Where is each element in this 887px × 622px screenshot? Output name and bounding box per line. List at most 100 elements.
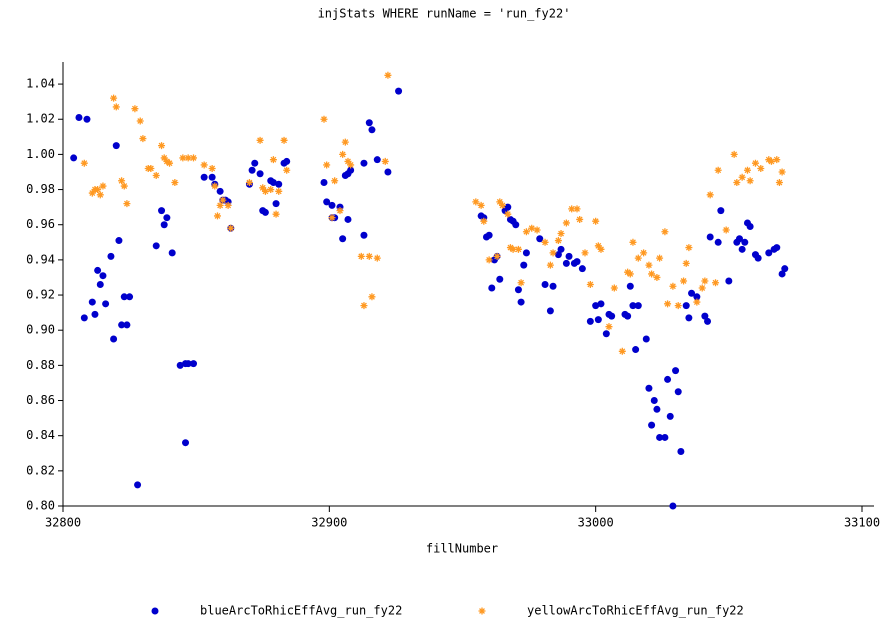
- point: [360, 302, 368, 310]
- point: [213, 212, 221, 220]
- point: [80, 314, 88, 322]
- point: [373, 254, 381, 262]
- point: [767, 157, 775, 165]
- point: [602, 330, 610, 338]
- point: [693, 298, 701, 306]
- point: [706, 191, 714, 199]
- point: [336, 207, 344, 215]
- point: [480, 217, 488, 225]
- point: [656, 433, 664, 441]
- point: [549, 282, 557, 290]
- point: [216, 187, 224, 195]
- point: [592, 302, 600, 310]
- point: [328, 201, 336, 209]
- point: [685, 244, 693, 252]
- point: [714, 166, 722, 174]
- y-tick-label: 0.82: [26, 463, 55, 477]
- point: [360, 159, 368, 167]
- point: [751, 159, 759, 167]
- point: [245, 179, 253, 187]
- point: [517, 298, 525, 306]
- point: [280, 136, 288, 144]
- point: [80, 159, 88, 167]
- point: [94, 186, 102, 194]
- point: [775, 179, 783, 187]
- point: [331, 177, 339, 185]
- point: [520, 261, 528, 269]
- point: [586, 317, 594, 325]
- point: [586, 280, 594, 288]
- point: [139, 135, 147, 143]
- point: [688, 289, 696, 297]
- point: [360, 231, 368, 239]
- point: [674, 302, 682, 310]
- point: [562, 219, 570, 227]
- point: [171, 179, 179, 187]
- point: [347, 166, 355, 174]
- point: [70, 154, 78, 162]
- point: [261, 208, 269, 216]
- y-tick-label: 0.84: [26, 428, 55, 442]
- x-axis-label: fillNumber: [426, 542, 498, 556]
- point: [158, 207, 166, 215]
- point: [323, 198, 331, 206]
- point: [741, 238, 749, 246]
- point: [163, 214, 171, 222]
- point: [661, 433, 669, 441]
- point: [656, 254, 664, 262]
- point: [730, 150, 738, 158]
- point: [722, 226, 730, 234]
- point: [224, 201, 232, 209]
- y-tick-label: 1.02: [26, 112, 55, 126]
- point: [549, 249, 557, 257]
- x-tick-label: 32800: [45, 516, 81, 530]
- legend-label: blueArcToRhicEffAvg_run_fy22: [200, 604, 402, 618]
- point: [341, 138, 349, 146]
- point: [746, 222, 754, 230]
- point: [99, 272, 107, 280]
- point: [733, 179, 741, 187]
- point: [685, 314, 693, 322]
- point: [712, 279, 720, 287]
- point: [126, 293, 134, 301]
- point: [632, 346, 640, 354]
- x-tick-label: 32900: [311, 516, 347, 530]
- point: [562, 259, 570, 267]
- point: [179, 154, 187, 162]
- point: [680, 277, 688, 285]
- point: [541, 238, 549, 246]
- point: [554, 237, 562, 245]
- point: [158, 142, 166, 150]
- point: [773, 156, 781, 164]
- point: [496, 275, 504, 283]
- point: [267, 186, 275, 194]
- point: [634, 302, 642, 310]
- point: [701, 312, 709, 320]
- point: [645, 384, 653, 392]
- point: [110, 94, 118, 102]
- point: [384, 71, 392, 79]
- point: [488, 284, 496, 292]
- point: [200, 173, 208, 181]
- point: [320, 115, 328, 123]
- point: [664, 300, 672, 308]
- point: [717, 207, 725, 215]
- point: [743, 166, 751, 174]
- point: [642, 335, 650, 343]
- point: [269, 179, 277, 187]
- point: [472, 198, 480, 206]
- point: [182, 439, 190, 447]
- point: [626, 282, 634, 290]
- point: [773, 244, 781, 252]
- y-tick-label: 0.80: [26, 499, 55, 513]
- point: [94, 266, 102, 274]
- point: [738, 173, 746, 181]
- point: [99, 182, 107, 190]
- point: [597, 300, 605, 308]
- point: [701, 277, 709, 285]
- point: [152, 171, 160, 179]
- point: [610, 284, 618, 292]
- point: [208, 164, 216, 172]
- point: [666, 412, 674, 420]
